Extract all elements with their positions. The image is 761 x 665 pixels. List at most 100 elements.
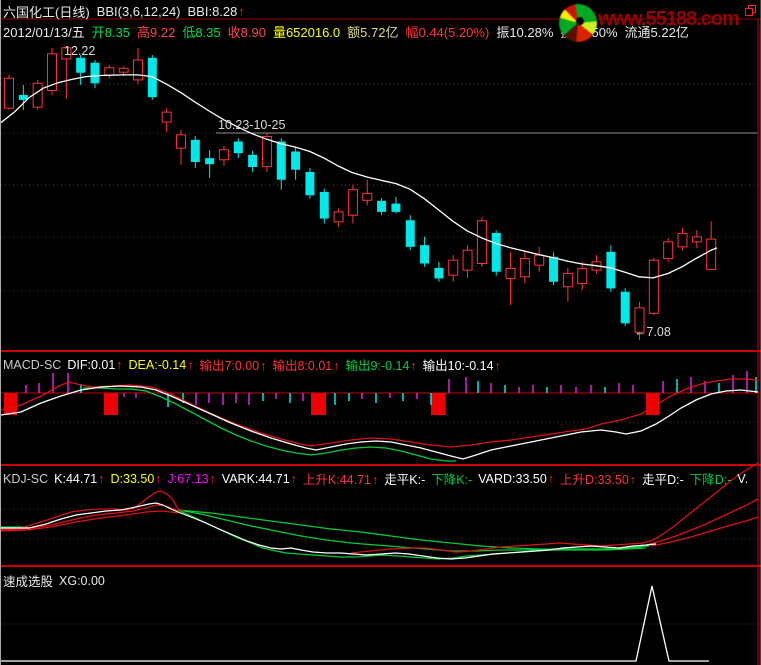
xg-signal-line [1,585,709,662]
up-arrow-icon: ↑ [209,471,216,486]
up-arrow-icon: ↑ [260,359,267,373]
kdj-green-line [177,509,647,551]
kdj-panel-header: KDJ-SC K:44.71↑ D:33.50↑ J:67.13↑ VARK:44.71… [3,469,754,488]
up-arrow-icon: ↑ [629,473,637,487]
candle-body-up [104,67,115,76]
kdj-header-segment-4: VARK:44.71↑ [221,471,297,486]
quote-segment-5: 量652016.0 [272,25,341,40]
gap-date-annotation: 10.23-10-25 [218,118,286,132]
restore-window-icon[interactable] [745,5,756,16]
peak-price-annotation: 12.22 [64,44,96,58]
macd-header-segment-6: 输出10:-0.14↑ [422,359,501,373]
candle-body-up [61,47,72,60]
candle-body-down [319,191,329,219]
watermark-url: www.55188.com [598,8,740,30]
restore-square-front [745,8,753,16]
up-arrow-icon: ↑ [238,4,245,19]
candle-body-up [663,241,674,259]
candle-body-up [218,149,229,161]
up-arrow-icon: ↑ [494,359,501,373]
kdj-header-segment-6: 走平K:- [384,473,426,487]
candle-body-down [18,94,28,100]
macd-header-segment-1: DIF:0.01↑ [67,357,123,372]
candle-body-up [347,189,358,216]
candle-body-up [476,220,487,264]
macd-red-bar [431,393,445,415]
kdj-red-line [650,516,759,547]
candle-body-down [405,220,415,247]
up-arrow-icon: ↑ [333,359,340,373]
candle-body-up [132,59,143,81]
bbi-line [1,74,718,279]
candle-body-up [32,82,43,108]
candle-body-up [691,236,702,243]
kdj-red-line [1,504,179,531]
xg-header-segment-0: 速成选股 [3,575,54,589]
candle-body-down [76,57,86,73]
macd-header-segment-0: MACD-SC [3,357,62,372]
macd-red-bar [4,393,17,415]
kdj-header-segment-7: 下降K:- [431,473,473,487]
low-price-annotation: ←7.08 [634,325,671,339]
candle-body-up [562,272,573,288]
candle-body-down [276,141,286,180]
candle-body-up [362,193,373,201]
kdj-header-segment-12: V. [737,471,749,486]
up-arrow-icon: ↑ [98,471,105,486]
up-arrow-icon: ↑ [410,359,417,373]
kdj-header-segment-3: J:67.13↑ [167,471,216,486]
up-arrow-icon: ↑ [187,357,194,372]
macd-red-bar [104,393,118,415]
kdj-header-segment-10: 走平D:- [642,473,684,487]
candle-body-down [434,267,444,279]
quote-segment-6: 额5.72亿 [347,25,399,40]
quote-segment-7: 幅0.44(5.20%) [405,25,490,40]
candle-body-up [448,259,459,276]
candle-body-down [248,154,258,167]
kdj-header-segment-5: 上升K:44.71↑ [302,473,379,487]
macd-header-segment-2: DEA:-0.14↑ [128,357,194,372]
macd-header-segment-5: 输出9:-0.14↑ [345,359,417,373]
macd-panel-header: MACD-SC DIF:0.01↑ DEA:-0.14↑ 输出7:0.00↑ 输出8:0… [3,355,507,374]
kdj-header-segment-8: VARD:33.50↑ [478,471,555,486]
title-segment-0: 六国化工(日线) [3,5,90,20]
quote-segment-8: 振10.28% [496,25,554,40]
quote-segment-4: 收8.90 [227,25,266,40]
kdj-header-segment-1: K:44.71↑ [54,471,105,486]
candle-body-down [606,251,616,289]
candle-body-down [620,291,630,324]
candle-body-up [333,211,344,223]
candle-body-up [175,134,186,149]
kdj-red-line [1,490,184,530]
up-arrow-icon: ↑ [116,357,123,372]
quote-segment-3: 低8.35 [182,25,221,40]
kdj-header-segment-11: 下降D:- [689,473,732,487]
macd-white-line [1,385,759,460]
candle-body-down [420,245,430,264]
candle-body-down [491,232,501,272]
candle-body-down [205,158,215,165]
quote-segment-0: 2012/01/13/五 [3,25,85,40]
candle-body-up [261,135,272,167]
xg-panel-header: 速成选股 XG:0.00 [3,571,111,590]
candle-body-up [648,259,659,314]
title-bar: 六国化工(日线) BBI(3,6,12,24) BBI:8.28↑ [3,2,252,21]
kdj-header-segment-2: D:33.50↑ [110,471,162,486]
title-segment-1: BBI(3,6,12,24) [96,4,181,19]
candle-body-up [161,111,172,123]
kdj-header-segment-0: KDJ-SC [3,471,49,486]
kdj-red-line [1,510,179,532]
xg-header-segment-1: XG:0.00 [59,573,105,588]
candle-body-down [377,200,387,212]
candle-body-up [4,77,14,109]
up-arrow-icon: ↑ [155,471,162,486]
site-logo-icon [559,4,597,42]
candle-body-down [90,62,100,84]
quote-segment-1: 开8.35 [91,25,130,40]
up-arrow-icon: ↑ [372,473,379,487]
quote-info-bar: 2012/01/13/五 开8.35 高9.22 低8.35 收8.90 量652016.… [3,22,696,41]
kdj-green-line [177,509,642,552]
candle-body-down [549,256,559,282]
